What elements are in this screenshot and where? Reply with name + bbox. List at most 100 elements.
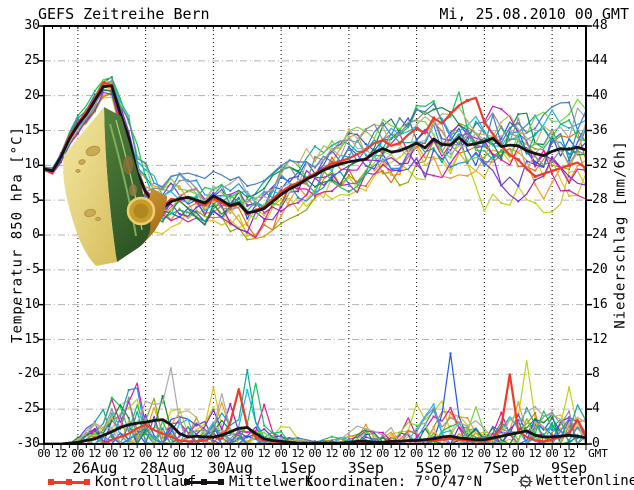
legend-mean-marker xyxy=(218,479,224,485)
temp-member-marker xyxy=(212,188,215,191)
temp-member-marker xyxy=(246,201,249,204)
temp-member-marker xyxy=(466,136,469,139)
precip-member-marker xyxy=(195,424,198,427)
temp-member-marker xyxy=(229,182,232,185)
y-right-tick-label: 48 xyxy=(592,18,608,33)
temp-member-marker xyxy=(432,102,435,105)
temp-member-marker xyxy=(432,149,435,151)
precip-member-marker xyxy=(568,410,571,413)
x-time-label: 00 xyxy=(105,447,119,460)
temp-member-marker xyxy=(398,129,401,132)
precip-member-marker xyxy=(297,440,300,443)
temp-member-marker xyxy=(432,147,435,150)
temp-member-marker xyxy=(161,232,164,235)
precip-member-marker xyxy=(466,425,469,428)
precip-member-marker xyxy=(551,417,554,419)
temp-member-marker xyxy=(466,160,469,163)
temp-member-marker xyxy=(195,206,198,209)
x-date-label: 5Sep xyxy=(415,459,452,477)
x-time-label: 12 xyxy=(291,447,305,460)
temp-member-marker xyxy=(551,210,554,213)
temp-member-marker xyxy=(263,187,266,190)
precip-member-marker xyxy=(178,408,181,411)
temp-member-marker xyxy=(195,179,198,182)
precip-member-marker xyxy=(246,431,249,434)
temp-member-marker xyxy=(330,156,333,159)
y-left-tick-label: 30 xyxy=(24,18,40,33)
temp-member-marker xyxy=(551,130,554,133)
temp-member-marker xyxy=(432,174,435,177)
temp-member-marker xyxy=(551,120,554,123)
x-time-label: 00 xyxy=(71,447,85,460)
temp-member-marker xyxy=(483,145,486,148)
precip-member-marker xyxy=(212,406,215,408)
temp-member-marker xyxy=(330,144,333,147)
temp-member-marker xyxy=(280,188,283,191)
temp-member-marker xyxy=(432,108,435,111)
temp-member-marker xyxy=(551,109,554,112)
x-time-label: 00 xyxy=(511,447,525,460)
temp-member-marker xyxy=(381,122,384,125)
temp-member-marker xyxy=(347,190,350,193)
precip-member-marker xyxy=(483,431,486,434)
temp-member-marker xyxy=(246,196,249,199)
temp-member-marker xyxy=(330,190,333,193)
temp-member-marker xyxy=(364,170,367,173)
precip-member-marker xyxy=(466,426,469,429)
y-right-tick-label: 16 xyxy=(592,296,608,312)
temp-member-marker xyxy=(500,202,503,205)
precip-member-marker xyxy=(534,423,537,426)
control-temp-marker xyxy=(432,116,436,120)
temp-member-marker xyxy=(398,133,401,136)
precip-member-marker xyxy=(229,439,232,441)
temp-member-marker xyxy=(466,120,469,123)
temp-member-marker xyxy=(195,174,198,177)
precip-member-marker xyxy=(551,411,554,414)
temp-member-marker xyxy=(161,185,164,188)
temp-member-marker xyxy=(280,210,283,213)
precip-member-marker xyxy=(93,423,96,426)
model-run-datetime: Mi, 25.08.2010 00 GMT xyxy=(439,5,629,23)
temp-member-marker xyxy=(297,178,300,181)
x-time-label: 12 xyxy=(562,447,576,460)
y-right-tick-label: 40 xyxy=(592,87,608,103)
precip-member-marker xyxy=(449,432,452,435)
temp-member-marker xyxy=(144,161,147,164)
temp-member-marker xyxy=(93,110,96,113)
temp-member-marker xyxy=(483,142,486,145)
temp-member-marker xyxy=(212,209,215,212)
temp-member-marker xyxy=(195,216,198,219)
precip-member-marker xyxy=(127,438,130,441)
precip-member-marker xyxy=(347,431,350,434)
temp-member-marker xyxy=(449,162,452,165)
temp-member-marker xyxy=(398,170,401,173)
temp-member-marker xyxy=(449,153,452,156)
precip-member-marker xyxy=(127,406,130,409)
precip-member-marker xyxy=(229,429,232,431)
temp-member-marker xyxy=(297,175,300,178)
precip-member-marker xyxy=(93,422,96,425)
temp-member-marker xyxy=(212,203,215,206)
x-date-label: 28Aug xyxy=(139,459,186,477)
temp-member-marker xyxy=(517,113,520,116)
temp-member-marker xyxy=(59,159,62,162)
precip-member-marker xyxy=(398,434,401,437)
temp-member-marker xyxy=(280,202,283,205)
temp-member-marker xyxy=(568,127,571,129)
precip-member-marker xyxy=(330,435,333,438)
temp-member-marker xyxy=(398,162,401,165)
precip-member-marker xyxy=(415,427,418,430)
precip-member-marker xyxy=(364,430,367,433)
temp-member-marker xyxy=(415,108,418,111)
x-date-label: 9Sep xyxy=(551,459,588,477)
temp-member-marker xyxy=(432,133,435,136)
temp-member-marker xyxy=(534,163,537,166)
temp-member-marker xyxy=(466,128,469,130)
temp-member-marker xyxy=(195,196,198,199)
precip-member-marker xyxy=(110,436,113,438)
temp-member-marker xyxy=(483,156,486,159)
temp-member-marker xyxy=(364,164,367,167)
y-right-tick-label: 8 xyxy=(592,366,600,382)
temp-member-marker xyxy=(297,196,300,199)
precip-member-marker xyxy=(144,441,147,444)
